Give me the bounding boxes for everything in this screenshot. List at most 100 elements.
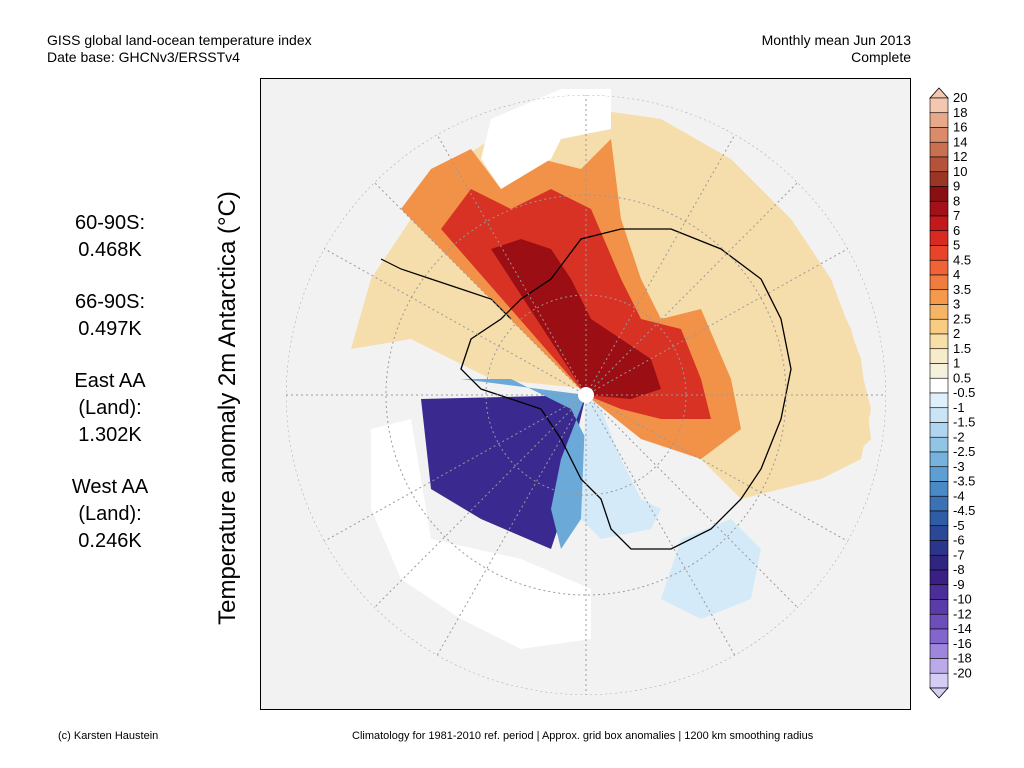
colorbar-swatch [929, 451, 949, 468]
colorbar-tick-label: -4.5 [953, 503, 975, 518]
status-label: Complete [851, 49, 911, 65]
colorbar-tick-label: 0.5 [953, 370, 971, 385]
colorbar-tick-label: 4 [953, 267, 960, 282]
colorbar-swatch [929, 672, 949, 689]
colorbar-tick-label: -3 [953, 459, 965, 474]
warm-strong-sector [491, 239, 661, 399]
colorbar-swatch [929, 569, 949, 586]
stat-west-aa: West AA (Land): 0.246K [40, 474, 180, 555]
map-svg [286, 89, 886, 695]
colorbar-swatch [929, 525, 949, 541]
regional-stats: 60-90S: 0.468K 66-90S: 0.497K East AA (L… [40, 210, 180, 580]
colorbar-tick-label: 4.5 [953, 252, 971, 267]
chart-title: GISS global land-ocean temperature index [47, 32, 312, 48]
south-pole-marker [578, 387, 594, 403]
peninsula-coastline [380, 258, 512, 320]
colorbar-swatch [929, 495, 949, 512]
stat-60-90s: 60-90S: 0.468K [40, 210, 180, 264]
colorbar-tick-label: 7 [953, 208, 960, 223]
colorbar-swatch [929, 112, 949, 128]
colorbar-tick-label: 2.5 [953, 311, 971, 326]
colorbar-swatch [929, 422, 949, 438]
colorbar-swatch [929, 377, 949, 394]
colorbar-swatch [929, 628, 949, 645]
credit-text: (c) Karsten Haustein [58, 730, 159, 742]
colorbar-swatch [929, 304, 949, 320]
colorbar-swatch [929, 481, 949, 497]
colorbar-swatch [929, 348, 949, 364]
colorbar-tick-label: -12 [953, 606, 972, 621]
colorbar-tick-label: -8 [953, 562, 965, 577]
stat-label: (Land): [78, 503, 142, 525]
antarctica-coastline [460, 228, 792, 550]
colorbar-swatch [929, 245, 949, 261]
colorbar-swatch [929, 599, 949, 615]
colorbar-swatch [929, 658, 949, 674]
colorbar-swatch [929, 407, 949, 423]
stat-value: 0.468K [78, 239, 142, 261]
stat-66-90s: 66-90S: 0.497K [40, 289, 180, 343]
no-data-left [371, 419, 591, 649]
colorbar-tick-label: -4 [953, 488, 965, 503]
colorbar-swatch [929, 392, 949, 409]
colorbar-tick-label: -0.5 [953, 385, 975, 400]
y-axis-label: Temperature anomaly 2m Antarctica (°C) [214, 191, 241, 625]
colorbar-tick-label: -1 [953, 400, 965, 415]
colorbar-tick-label: -10 [953, 592, 972, 607]
colorbar-tick-label: 6 [953, 223, 960, 238]
colorbar-swatch [929, 215, 949, 232]
colorbar-swatch [929, 318, 949, 335]
colorbar-tick-label: -5 [953, 518, 965, 533]
cool-light-ocean-patch [661, 519, 761, 619]
stat-value: 0.497K [78, 318, 142, 340]
header-left: GISS global land-ocean temperature index… [47, 32, 312, 66]
database-label: Date base: GHCNv3/ERSSTv4 [47, 49, 240, 65]
colorbar-swatch [929, 584, 949, 600]
stat-value: 0.246K [78, 530, 142, 552]
colorbar-swatch [929, 613, 949, 630]
colorbar-swatch [929, 97, 949, 114]
colorbar-swatch [929, 186, 949, 202]
colorbar-tick-label: -20 [953, 665, 972, 680]
stat-label: (Land): [78, 397, 142, 419]
stat-label: 66-90S: [74, 291, 146, 313]
colorbar-top-arrow [929, 87, 949, 99]
colorbar-swatch [929, 289, 949, 305]
colorbar-swatch [929, 141, 949, 158]
colorbar-tick-label: 18 [953, 105, 967, 120]
colorbar-swatch [929, 363, 949, 379]
colorbar-tick-label: -3.5 [953, 474, 975, 489]
colorbar-tick-label: -9 [953, 577, 965, 592]
colorbar-swatch [929, 466, 949, 482]
colorbar-tick-label: 1.5 [953, 341, 971, 356]
stat-label: West AA [71, 476, 149, 498]
colorbar-tick-label: -1.5 [953, 415, 975, 430]
colorbar-swatch [929, 200, 949, 217]
cool-strong-sector [421, 395, 586, 549]
footer-note: Climatology for 1981-2010 ref. period | … [352, 730, 814, 742]
stat-value: 1.302K [78, 424, 142, 446]
colorbar-tick-label: 14 [953, 134, 967, 149]
colorbar-swatch [929, 333, 949, 350]
colorbar-tick-label: -2.5 [953, 444, 975, 459]
colorbar-swatch [929, 643, 949, 659]
colorbar-swatch [929, 230, 949, 246]
colorbar-swatch [929, 274, 949, 291]
colorbar-swatch [929, 436, 949, 453]
colorbar-tick-label: 16 [953, 120, 967, 135]
no-data-top [481, 89, 611, 189]
colorbar-tick-label: 9 [953, 179, 960, 194]
colorbar-swatch [929, 127, 949, 143]
colorbar-swatch [929, 510, 949, 527]
colorbar-legend: 20 18 16 14 12 10 9 8 7 6 5 4.5 4 3.5 3 2.5 2 1.5 1 0.5 -0.5… [929, 87, 1020, 699]
colorbar-tick-label: -2 [953, 429, 965, 444]
colorbar-swatch [929, 554, 949, 571]
cool-light-sector [581, 395, 661, 539]
stat-east-aa: East AA (Land): 1.302K [40, 368, 180, 449]
colorbar-tick-label: 1 [953, 356, 960, 371]
colorbar-tick-label: -14 [953, 621, 972, 636]
period-label: Monthly mean Jun 2013 [761, 32, 911, 48]
polar-map [260, 78, 911, 710]
colorbar-tick-label: 10 [953, 164, 967, 179]
colorbar-tick-label: -7 [953, 547, 965, 562]
